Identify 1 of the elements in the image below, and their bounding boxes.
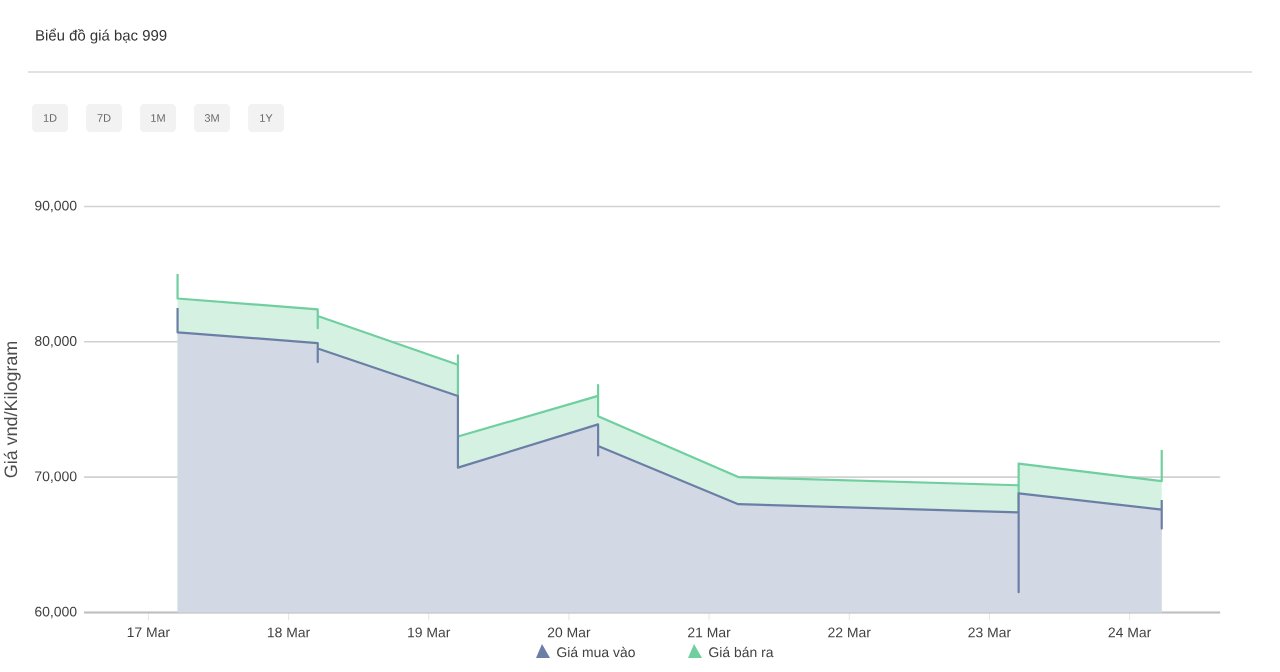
y-axis-title: Giá vnd/Kilogram: [3, 341, 21, 478]
